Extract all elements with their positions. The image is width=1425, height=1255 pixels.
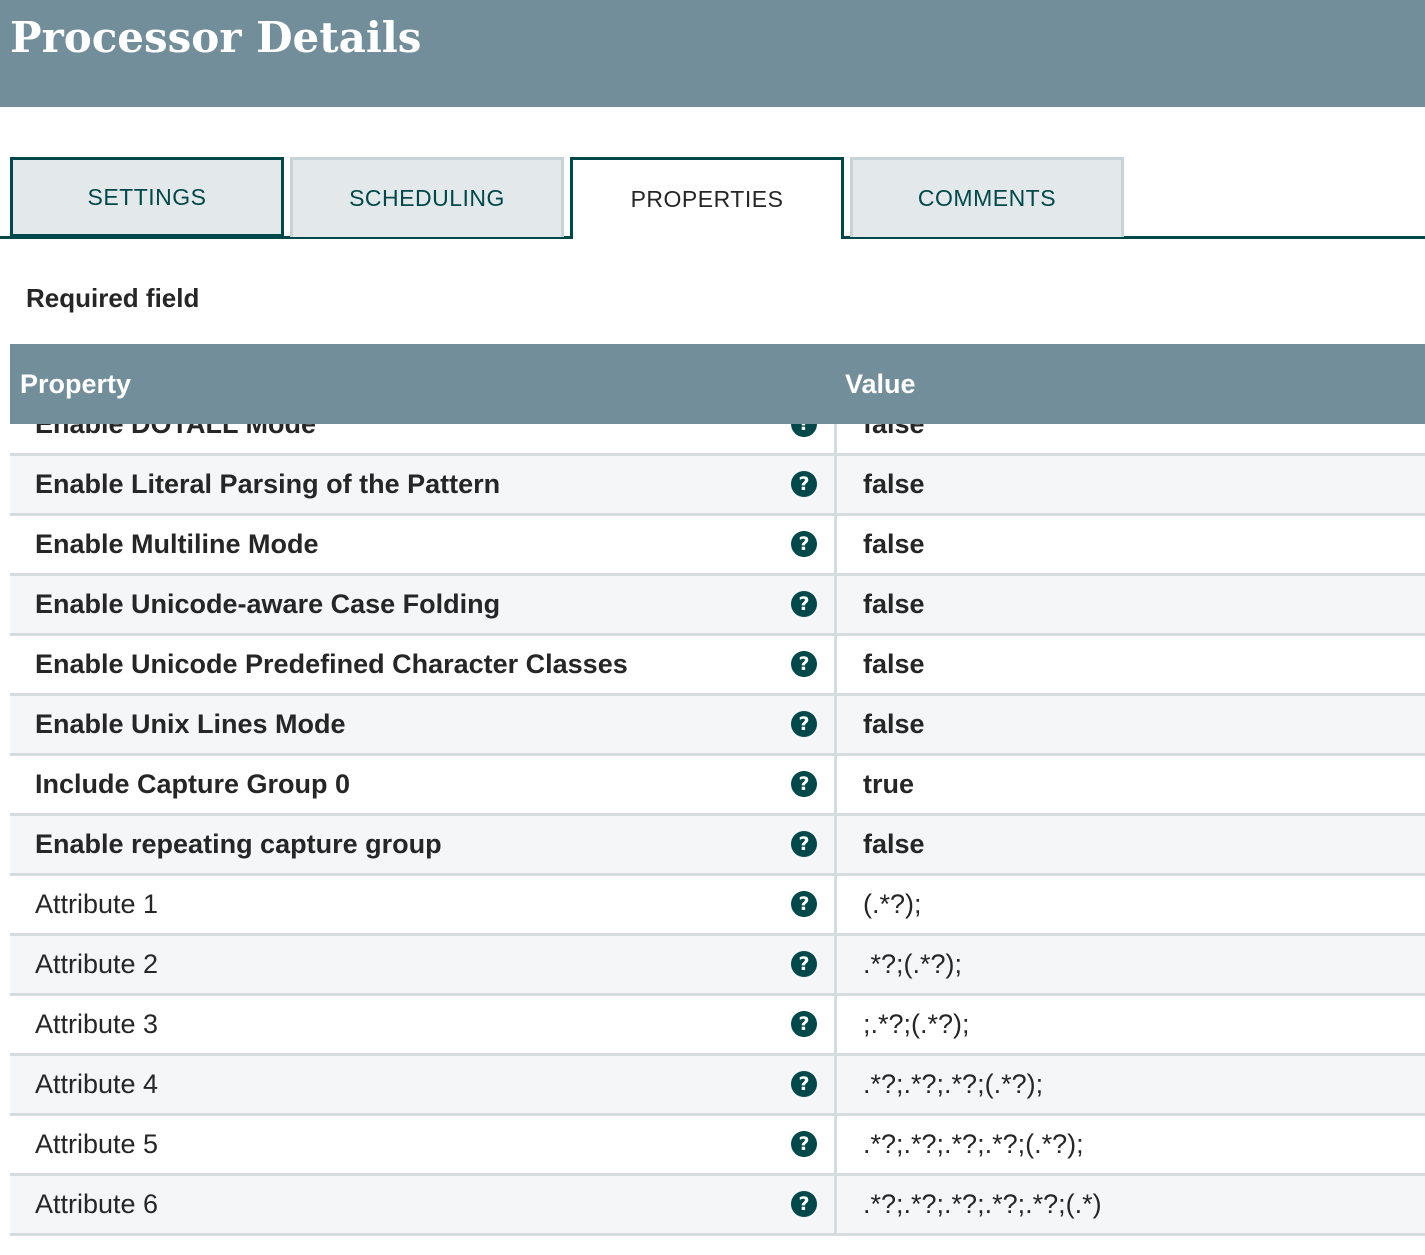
property-name: Enable Literal Parsing of the Pattern bbox=[35, 469, 501, 499]
table-row[interactable]: Attribute 1? (.*?); bbox=[10, 876, 1425, 936]
property-name: Include Capture Group 0 bbox=[35, 769, 351, 799]
property-name: Enable Unicode-aware Case Folding bbox=[35, 589, 501, 619]
column-divider bbox=[834, 1116, 837, 1176]
column-divider bbox=[834, 576, 837, 636]
question-circle-icon[interactable]: ? bbox=[791, 1011, 817, 1037]
question-circle-icon[interactable]: ? bbox=[791, 951, 817, 977]
tab-properties[interactable]: PROPERTIES bbox=[570, 157, 844, 239]
question-circle-icon[interactable]: ? bbox=[791, 771, 817, 797]
column-divider bbox=[834, 516, 837, 576]
property-value[interactable]: false bbox=[863, 529, 925, 559]
property-name: Enable Unicode Predefined Character Clas… bbox=[35, 649, 628, 679]
property-name: Attribute 5 bbox=[35, 1129, 159, 1159]
column-divider bbox=[834, 816, 837, 876]
property-value[interactable]: .*?;.*?;.*?;.*?;.*?;(.*) bbox=[863, 1189, 1102, 1219]
table-row[interactable]: Enable repeating capture group? false bbox=[10, 816, 1425, 876]
column-divider bbox=[834, 696, 837, 756]
property-name: Enable Multiline Mode bbox=[35, 529, 319, 559]
table-row[interactable]: Attribute 6? .*?;.*?;.*?;.*?;.*?;(.*) bbox=[10, 1176, 1425, 1236]
column-divider bbox=[834, 456, 837, 516]
property-value[interactable]: false bbox=[863, 649, 925, 679]
table-row[interactable]: Attribute 2? .*?;(.*?); bbox=[10, 936, 1425, 996]
tab-bar: SETTINGS SCHEDULING PROPERTIES COMMENTS bbox=[0, 157, 1425, 239]
column-divider bbox=[834, 936, 837, 996]
table-row[interactable]: Include Capture Group 0? true bbox=[10, 756, 1425, 816]
property-name: Enable repeating capture group bbox=[35, 829, 442, 859]
column-header-property[interactable]: Property bbox=[20, 369, 132, 399]
question-circle-icon[interactable]: ? bbox=[791, 651, 817, 677]
property-value[interactable]: false bbox=[863, 469, 925, 499]
property-value[interactable]: (.*?); bbox=[863, 889, 922, 919]
tab-scheduling[interactable]: SCHEDULING bbox=[290, 157, 564, 237]
table-row[interactable]: Enable Unicode-aware Case Folding? false bbox=[10, 576, 1425, 636]
column-divider bbox=[834, 996, 837, 1056]
column-divider bbox=[834, 876, 837, 936]
property-value[interactable]: true bbox=[863, 769, 915, 799]
column-divider bbox=[834, 396, 837, 456]
question-circle-icon[interactable]: ? bbox=[791, 711, 817, 737]
tab-comments[interactable]: COMMENTS bbox=[850, 157, 1124, 237]
property-value[interactable]: .*?;.*?;.*?;.*?;(.*?); bbox=[863, 1129, 1084, 1159]
question-circle-icon[interactable]: ? bbox=[791, 831, 817, 857]
property-value[interactable]: false bbox=[863, 589, 925, 619]
question-circle-icon[interactable]: ? bbox=[791, 471, 817, 497]
dialog-title: Processor Details bbox=[10, 13, 422, 62]
properties-table: Property Value Enable DOTALL Mode? false E… bbox=[10, 344, 1425, 1255]
property-value[interactable]: false bbox=[863, 709, 925, 739]
property-value[interactable]: .*?;.*?;.*?;(.*?); bbox=[863, 1069, 1044, 1099]
tab-settings[interactable]: SETTINGS bbox=[10, 157, 284, 237]
column-divider bbox=[834, 636, 837, 696]
property-value[interactable]: .*?;(.*?); bbox=[863, 949, 963, 979]
table-header: Property Value bbox=[10, 344, 1425, 424]
column-divider bbox=[834, 756, 837, 816]
property-value[interactable]: ;.*?;(.*?); bbox=[863, 1009, 970, 1039]
question-circle-icon[interactable]: ? bbox=[791, 531, 817, 557]
table-row[interactable]: Attribute 3? ;.*?;(.*?); bbox=[10, 996, 1425, 1056]
required-field-label: Required field bbox=[26, 283, 200, 313]
question-circle-icon[interactable]: ? bbox=[791, 1191, 817, 1217]
table-row[interactable]: Attribute 4? .*?;.*?;.*?;(.*?); bbox=[10, 1056, 1425, 1116]
property-name: Attribute 3 bbox=[35, 1009, 159, 1039]
table-row[interactable]: Attribute 5? .*?;.*?;.*?;.*?;(.*?); bbox=[10, 1116, 1425, 1176]
column-divider bbox=[834, 1056, 837, 1116]
dialog-header: Processor Details bbox=[0, 0, 1425, 107]
property-value[interactable]: false bbox=[863, 829, 925, 859]
table-row[interactable]: Enable Unix Lines Mode? false bbox=[10, 696, 1425, 756]
question-circle-icon[interactable]: ? bbox=[791, 891, 817, 917]
property-name: Enable Unix Lines Mode bbox=[35, 709, 346, 739]
column-divider bbox=[834, 1176, 837, 1236]
table-row[interactable]: Enable Multiline Mode? false bbox=[10, 516, 1425, 576]
column-header-value[interactable]: Value bbox=[845, 369, 916, 399]
property-name: Attribute 1 bbox=[35, 889, 159, 919]
question-circle-icon[interactable]: ? bbox=[791, 591, 817, 617]
table-row[interactable]: Enable Unicode Predefined Character Clas… bbox=[10, 636, 1425, 696]
question-circle-icon[interactable]: ? bbox=[791, 1131, 817, 1157]
property-name: Attribute 2 bbox=[35, 949, 159, 979]
property-name: Attribute 4 bbox=[35, 1069, 159, 1099]
table-body: Enable DOTALL Mode? false Enable Literal P… bbox=[10, 396, 1425, 1236]
question-circle-icon[interactable]: ? bbox=[791, 1071, 817, 1097]
property-name: Attribute 6 bbox=[35, 1189, 159, 1219]
table-row[interactable]: Enable Literal Parsing of the Pattern? fa… bbox=[10, 456, 1425, 516]
